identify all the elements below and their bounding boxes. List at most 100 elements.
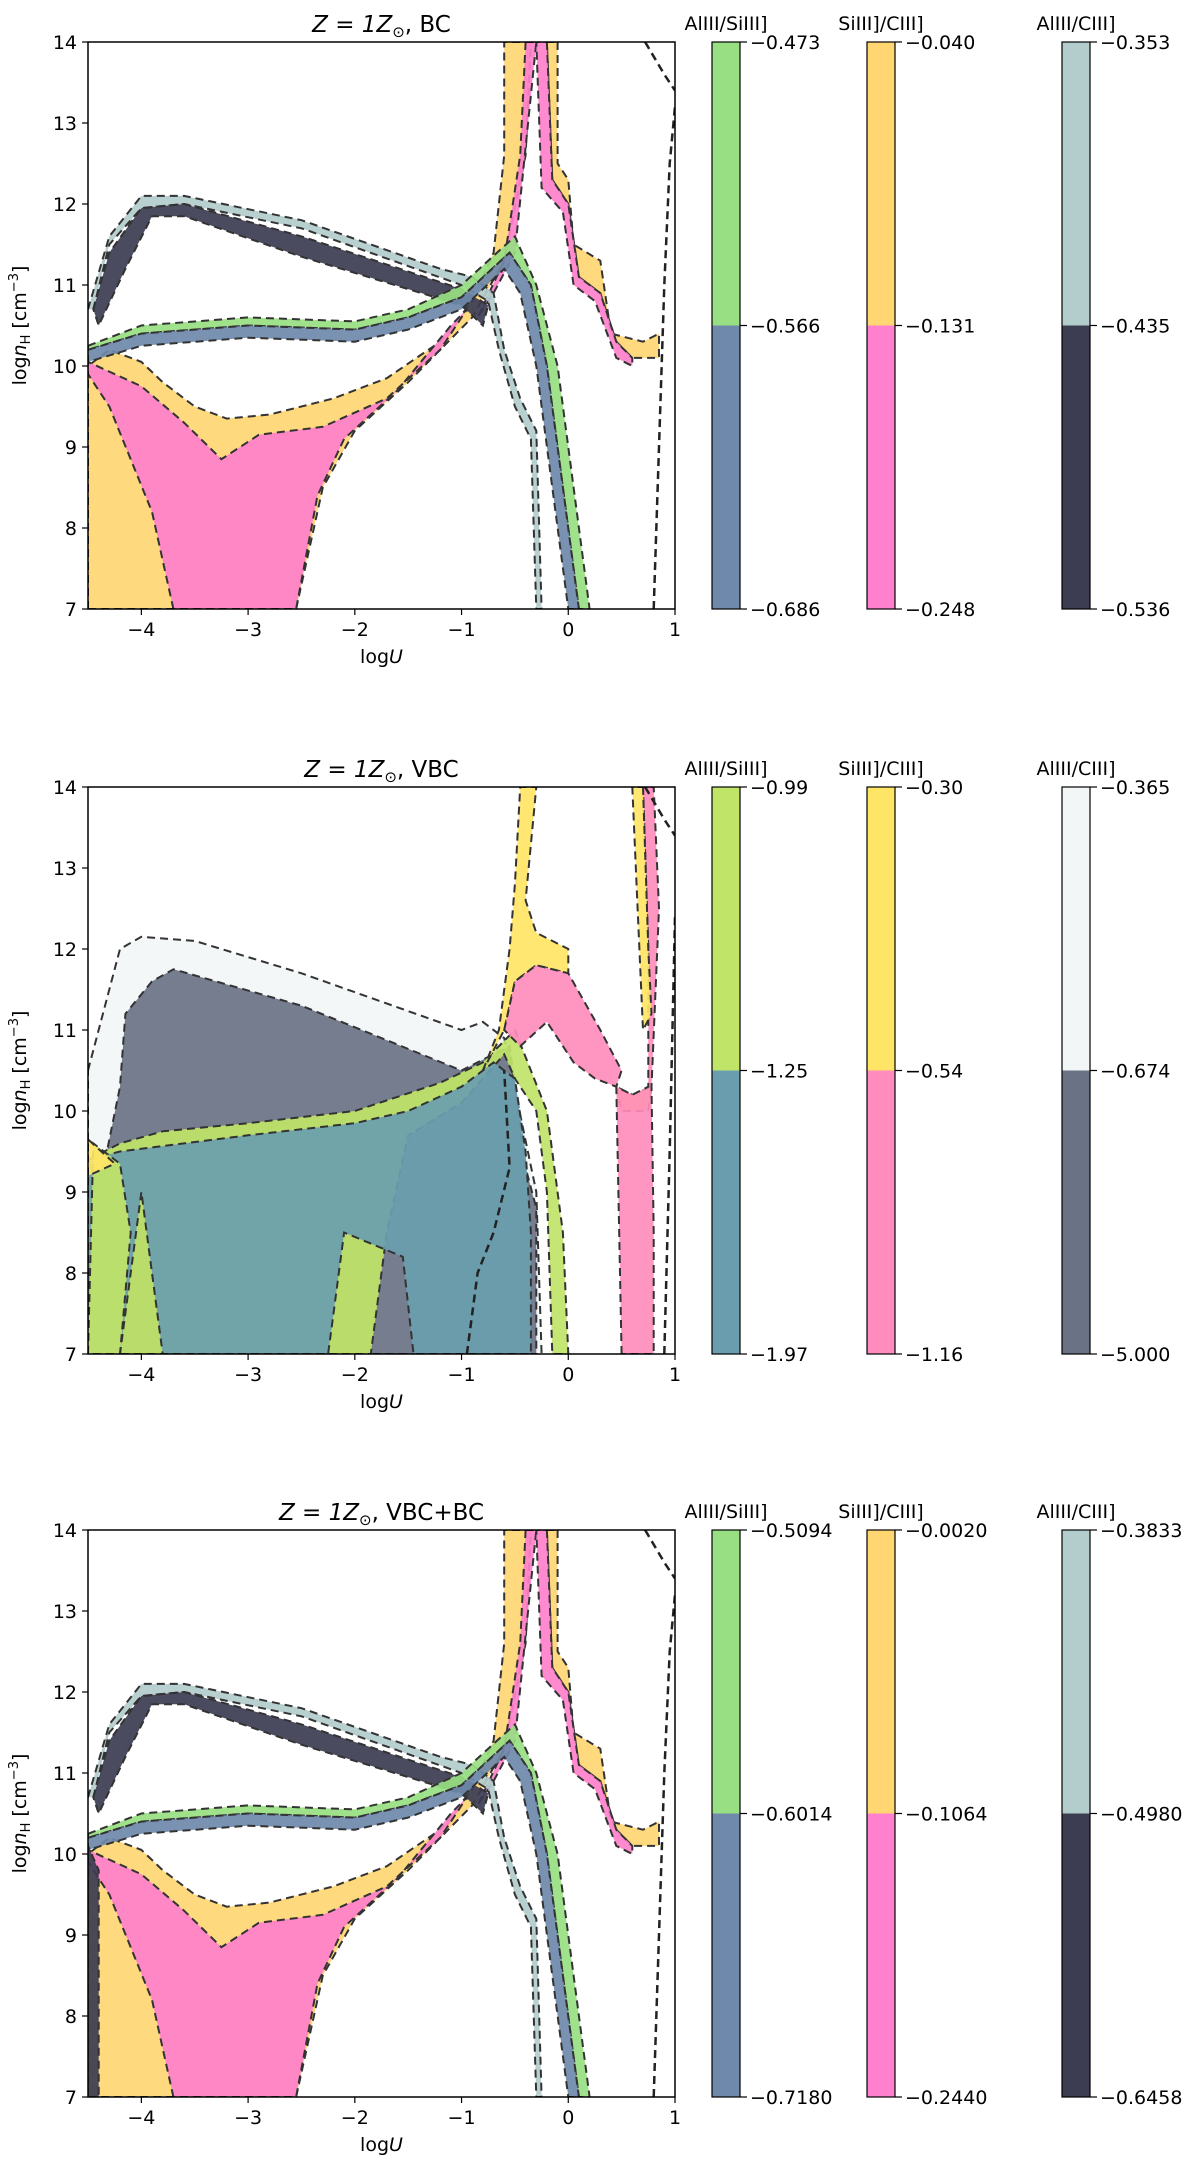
x-tick-label: −1 [448,1364,476,1386]
colorbar-3: AlIII/CIII]−0.365 −0.674 −5.000 [1037,758,1171,1366]
panel-1: −4 −3 −2 −1 0 1 7 8 9 10 11 12 13 14 Z = 1Z⊙, BC logU lo… [7,12,1170,668]
y-tick-label: 14 [53,1520,77,1542]
colorbar-tick-label: −0.674 [1100,1061,1170,1083]
colorbar-label: SiIII]/CIII] [838,13,923,35]
plot-frame [87,1529,676,2098]
x-tick-label: −2 [341,1364,369,1386]
contour-band-6 [88,1137,117,1177]
y-tick-label: 10 [53,1844,77,1866]
y-tick-label: 7 [65,599,77,621]
colorbar-label: SiIII]/CIII] [838,758,923,780]
colorbar-tick-label: −0.4980 [1100,1804,1182,1826]
colorbar-2: SiIII]/CIII]−0.040 −0.131 −0.248 [838,13,975,621]
contour-band-9 [88,1739,580,2097]
colorbar-label: SiIII]/CIII] [838,1501,923,1523]
y-tick-label: 11 [53,1020,77,1042]
plot-frame [87,786,676,1355]
contour-band-11 [631,787,653,1034]
contour-bands [88,787,675,1354]
colorbar-upper [867,1530,895,1814]
panel-3: −4 −3 −2 −1 0 1 7 8 9 10 11 12 13 14 Z = 1Z⊙, VBC+BC lo… [7,1500,1182,2156]
colorbar-tick-label: −0.30 [905,777,963,799]
contour-band-2 [88,1796,468,2097]
colorbar-tick-label: −0.040 [905,32,975,54]
x-axis-label: logU [360,1391,403,1413]
y-tick-label: 8 [65,518,77,540]
contour-band-10 [615,787,661,1354]
x-tick-label: 1 [669,2107,681,2129]
colorbar-label: AlIII/CIII] [1037,758,1116,780]
y-tick-label: 14 [53,32,77,54]
x-tick-label: 1 [669,1364,681,1386]
colorbar-1: AlIII/SiIII]−0.99 −1.25 −1.97 [684,758,808,1366]
y-tick-label: 9 [65,1182,77,1204]
panel-2: −4 −3 −2 −1 0 1 7 8 9 10 11 12 13 14 Z = 1Z⊙, VBC logU l… [7,757,1170,1413]
contour-bands [88,1530,675,2097]
panel-title: Z = 1Z⊙, VBC+BC [278,1500,484,1529]
colorbar-lower [1062,1813,1090,2097]
x-tick-label: −1 [448,2107,476,2129]
colorbar-label: AlIII/CIII] [1037,1501,1116,1523]
colorbar-tick-label: −0.435 [1100,316,1170,338]
x-tick-label: 1 [669,619,681,641]
contour-band-7 [92,1690,490,1817]
y-axis-label: lognH [cm−3] [7,266,34,386]
panel-title: Z = 1Z⊙, BC [311,12,451,41]
colorbar-lower [1062,1070,1090,1354]
x-tick-label: 0 [562,2107,574,2129]
colorbar-3: AlIII/CIII]−0.3833 −0.4980 −0.6458 [1037,1501,1183,2109]
colorbar-label: AlIII/SiIII] [684,1501,767,1523]
contour-band-2 [88,308,468,609]
y-tick-label: 7 [65,2087,77,2109]
colorbar-1: AlIII/SiIII]−0.473 −0.566 −0.686 [684,13,820,621]
colorbar-upper [1062,1530,1090,1814]
colorbar-lower [712,1813,740,2097]
colorbar-3: AlIII/CIII]−0.353 −0.435 −0.536 [1037,13,1171,621]
y-axis-label: lognH [cm−3] [7,1011,34,1131]
contour-line-1 [652,106,675,609]
colorbar-tick-label: −0.2440 [905,2087,987,2109]
colorbar-lower [867,1070,895,1354]
colorbar-tick-label: −0.6014 [750,1804,832,1826]
x-tick-label: −4 [127,1364,155,1386]
colorbar-tick-label: −0.0020 [905,1520,987,1542]
y-tick-label: 13 [53,858,77,880]
colorbar-lower [867,1813,895,2097]
colorbar-tick-label: −0.248 [905,599,975,621]
y-tick-label: 11 [53,1763,77,1785]
colorbar-tick-label: −0.6458 [1100,2087,1182,2109]
x-tick-label: −2 [341,619,369,641]
colorbar-upper [867,42,895,326]
contour-band-10 [88,1845,100,2097]
colorbar-upper [712,787,740,1071]
colorbar-lower [1062,325,1090,609]
colorbar-upper [867,787,895,1071]
colorbar-tick-label: −0.7180 [750,2087,832,2109]
contour-band-9 [88,251,580,609]
colorbar-tick-label: −1.25 [750,1061,808,1083]
colorbar-tick-label: −5.000 [1100,1344,1170,1366]
colorbar-tick-label: −0.473 [750,32,820,54]
x-tick-label: 0 [562,1364,574,1386]
x-tick-label: −4 [127,2107,155,2129]
y-tick-label: 13 [53,113,77,135]
colorbar-lower [712,325,740,609]
y-tick-label: 12 [53,194,77,216]
contour-band-4 [88,1061,532,1354]
colorbar-lower [867,325,895,609]
contour-band-5 [535,1530,634,1856]
colorbar-upper [712,42,740,326]
contour-band-8 [503,964,623,1089]
colorbar-2: SiIII]/CIII]−0.30 −0.54 −1.16 [838,758,963,1366]
plot-frame [87,41,676,610]
contour-band-7 [92,202,490,329]
contour-band-5 [88,1141,132,1354]
colorbar-label: AlIII/SiIII] [684,758,767,780]
x-axis-label: logU [360,646,403,668]
y-tick-label: 12 [53,939,77,961]
colorbar-2: SiIII]/CIII]−0.0020 −0.1064 −0.2440 [838,1501,987,2109]
colorbar-tick-label: −0.536 [1100,599,1170,621]
colorbar-tick-label: −1.16 [905,1344,963,1366]
contour-line-1 [652,1594,675,2097]
